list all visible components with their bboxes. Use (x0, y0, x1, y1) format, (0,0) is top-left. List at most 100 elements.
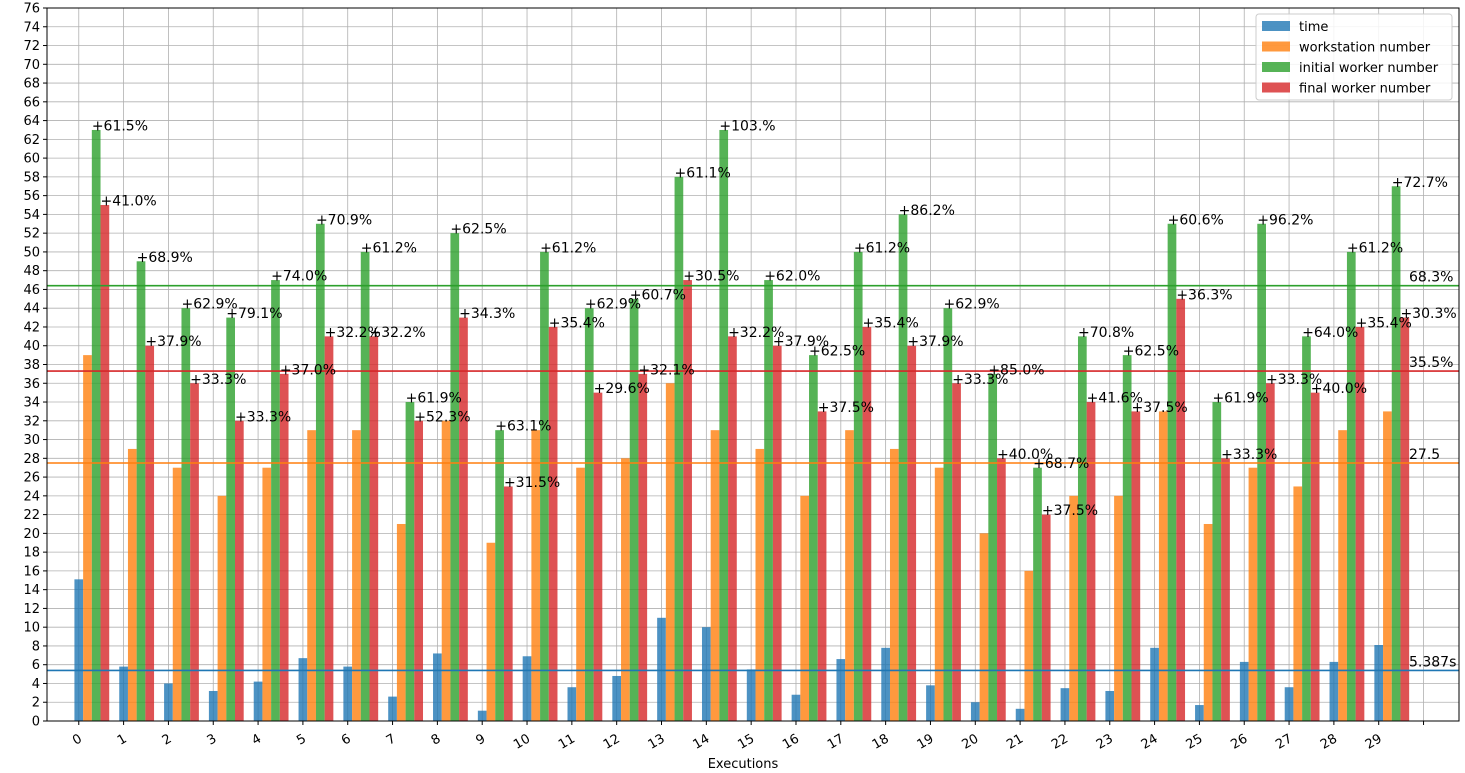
bar-workstation-number (1114, 495, 1123, 721)
x-tick-label: 18 (870, 731, 892, 752)
bar-workstation-number (441, 420, 451, 721)
y-tick-label: 44 (23, 302, 40, 317)
bar-workstation-number (1248, 467, 1258, 721)
final-worker-label: +34.3% (459, 306, 515, 322)
bar-workstation-number (352, 430, 361, 721)
bar-initial-worker-number (1391, 186, 1401, 721)
initial-worker-label: +61.2% (854, 240, 910, 256)
bar-final-worker-number (235, 420, 244, 721)
y-tick-label: 48 (23, 264, 40, 279)
initial-worker-label: +61.9% (1212, 391, 1268, 407)
bar-initial-worker-number (1212, 402, 1222, 721)
final-worker-label: +37.0% (280, 362, 336, 378)
bar-final-worker-number (145, 345, 155, 721)
bar-workstation-number (1158, 411, 1168, 721)
y-tick-label: 66 (23, 95, 40, 110)
initial-worker-label: +62.9% (585, 297, 641, 313)
initial-worker-label: +61.5% (92, 118, 148, 134)
bar-initial-worker-number (315, 223, 325, 722)
bar-initial-worker-number (1077, 336, 1087, 721)
bar-final-worker-number (817, 411, 827, 721)
y-tick-label: 10 (23, 621, 40, 636)
bar-time (1284, 687, 1294, 721)
x-tick-label: 8 (429, 731, 444, 748)
initial-worker-label: +62.5% (809, 344, 865, 360)
final-worker-label: +32.1% (638, 362, 694, 378)
bar-time (343, 666, 353, 721)
bar-workstation-number (1024, 570, 1034, 721)
bar-final-worker-number (683, 280, 692, 721)
final-worker-label: +31.5% (504, 475, 560, 491)
initial-worker-label: +61.2% (361, 240, 417, 256)
final-worker-label: +33.3% (952, 372, 1008, 388)
bar-workstation-number (83, 355, 92, 721)
final-worker-label: +37.9% (145, 334, 201, 350)
final-worker-label: +37.9% (907, 334, 963, 350)
y-tick-label: 70 (23, 58, 40, 73)
bar-workstation-number (486, 542, 496, 721)
bar-final-worker-number (862, 326, 872, 721)
bar-time (253, 681, 263, 721)
x-tick-label: 3 (205, 731, 220, 748)
bar-initial-worker-number (809, 355, 818, 721)
final-worker-label: +35.4% (863, 315, 919, 331)
y-tick-label: 4 (32, 677, 40, 692)
x-axis: 0 1 2 3 4 5 6 7 8 9 10 11 12 13 14 15 16 17 18 19 20 21 22 23 24… (70, 721, 1425, 753)
y-axis: 0246810121416182022242628303234363840424… (23, 2, 47, 730)
bar-workstation-number (531, 430, 541, 721)
y-tick-label: 50 (23, 245, 40, 260)
initial-worker-label: +96.2% (1257, 212, 1313, 228)
y-tick-label: 60 (23, 152, 40, 167)
y-tick-label: 54 (23, 208, 40, 223)
legend-entry: time (1299, 20, 1328, 35)
legend-swatch (1262, 62, 1290, 72)
bar-workstation-number (576, 467, 585, 721)
x-tick-label: 21 (1004, 731, 1026, 752)
x-tick-label: 1 (115, 731, 130, 748)
x-tick-label: 11 (556, 731, 578, 752)
y-tick-label: 2 (32, 696, 40, 711)
bar-time (522, 656, 532, 721)
bar-initial-worker-number (898, 214, 908, 722)
final-worker-label: +33.3% (235, 409, 291, 425)
x-tick-label: 5 (294, 731, 309, 748)
y-tick-label: 46 (23, 283, 40, 298)
bar-workstation-number (889, 448, 899, 721)
y-tick-label: 20 (23, 527, 40, 542)
bar-final-worker-number (1086, 402, 1096, 721)
bar-final-worker-number (1041, 514, 1051, 721)
bar-time (612, 675, 622, 721)
final-worker-label: +35.4% (549, 315, 605, 331)
bar-initial-worker-number (764, 280, 773, 721)
bar-time (208, 690, 218, 721)
bar-final-worker-number (728, 336, 737, 721)
bar-initial-worker-number (943, 308, 953, 721)
legend-entry: workstation number (1299, 41, 1431, 56)
x-tick-label: 27 (1273, 731, 1295, 752)
mean-line-label: 5.387s (1409, 654, 1456, 670)
bar-initial-worker-number (1167, 223, 1177, 722)
initial-worker-label: +72.7% (1392, 175, 1448, 191)
x-tick-label: 25 (1184, 731, 1206, 752)
final-worker-label: +37.5% (818, 400, 874, 416)
bar-final-worker-number (279, 373, 289, 721)
bar-workstation-number (1069, 495, 1078, 721)
bar-final-worker-number (190, 383, 199, 721)
bar-final-worker-number (503, 486, 513, 721)
final-worker-label: +33.3% (1221, 447, 1277, 463)
final-worker-label: +33.3% (1266, 372, 1322, 388)
y-tick-label: 6 (32, 658, 40, 673)
bar-final-worker-number (1355, 326, 1365, 721)
bar-initial-worker-number (1257, 223, 1266, 722)
legend: time workstation number initial worker num… (1255, 13, 1453, 101)
bar-initial-worker-number (1033, 467, 1042, 721)
bar-time (791, 694, 801, 721)
bar-time (433, 653, 442, 721)
bar-workstation-number (217, 495, 227, 721)
bar-time (926, 685, 935, 721)
bar-final-worker-number (1131, 411, 1141, 721)
y-tick-label: 36 (23, 377, 40, 392)
bar-time (567, 687, 577, 721)
final-worker-label: +52.3% (414, 409, 470, 425)
